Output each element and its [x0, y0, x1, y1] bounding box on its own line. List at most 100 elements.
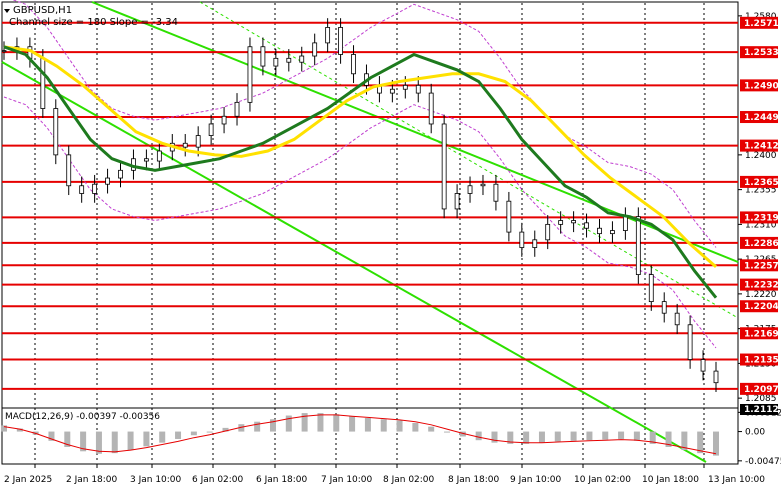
macd-bar: [570, 431, 577, 441]
candle-body: [338, 27, 343, 55]
macd-bar: [697, 431, 704, 454]
macd-bar: [127, 431, 134, 451]
candle-body: [234, 101, 240, 117]
macd-bar: [285, 415, 292, 432]
price-levels: [2, 21, 738, 390]
macd-bar: [16, 428, 23, 432]
channel-label: Channel size = 180 Slope = -3.34: [9, 17, 178, 28]
candle-body: [351, 54, 356, 75]
level-box: [740, 382, 778, 395]
candle-body: [687, 324, 693, 360]
macd-bar: [523, 431, 530, 444]
triangle-down-icon[interactable]: [4, 9, 10, 13]
x-tick-label: 9 Jan 10:00: [510, 475, 562, 485]
candle-body: [402, 84, 408, 90]
macd-bar: [1, 425, 7, 432]
candle-body: [532, 239, 538, 248]
symbol-label: GBPUSD,H1: [13, 5, 72, 16]
candle-body: [143, 158, 149, 162]
macd-y-tick-label: 0.00: [745, 428, 765, 438]
candle-body: [454, 193, 460, 210]
macd-bar: [538, 431, 545, 443]
macd-bar: [665, 431, 672, 447]
x-tick-label: 6 Jan 18:00: [256, 475, 308, 485]
level-label: 1.2286: [744, 239, 779, 249]
channel-mid-line: [199, 1, 739, 319]
candle-body: [312, 42, 318, 57]
level-box: [740, 16, 778, 29]
level-box: [740, 139, 778, 152]
level-label: 1.2257: [744, 261, 779, 271]
candle-body: [506, 200, 512, 233]
macd-panel: 0.003120.00-0.00475: [1, 408, 781, 467]
level-box: [740, 327, 778, 340]
bollinger-dn: [3, 96, 717, 349]
candle-body: [66, 154, 72, 187]
candle-body: [648, 274, 654, 303]
macd-bar: [459, 431, 466, 437]
current-price-box: [740, 404, 778, 415]
sma-slow-line: [3, 45, 717, 269]
macd-y-tick-label: -0.00475: [745, 457, 781, 467]
macd-bar: [633, 431, 640, 441]
level-box: [740, 211, 778, 224]
candle-body: [661, 301, 667, 314]
macd-bar: [554, 431, 561, 442]
candle-body: [571, 220, 576, 224]
macd-bar: [317, 413, 324, 432]
candle-body: [182, 142, 188, 148]
x-tick-label: 8 Jan 18:00: [448, 475, 500, 485]
x-tick-label: 8 Jan 02:00: [383, 475, 435, 485]
level-box: [740, 236, 778, 249]
level-label: 1.2169: [744, 329, 779, 339]
level-label: 1.2571: [744, 19, 779, 29]
level-label: 1.2097: [744, 385, 779, 395]
y-tick-label: 1.2310: [745, 220, 777, 230]
candle-body: [441, 123, 447, 210]
candle-body: [584, 222, 589, 229]
macd-bar: [444, 431, 451, 433]
macd-bar: [238, 424, 245, 432]
time-axis: 2 Jan 2025 2 Jan 18:00 3 Jan 10:00 6 Jan 02…: [4, 464, 765, 485]
level-label: 1.2490: [744, 81, 779, 91]
candle-body: [156, 150, 162, 162]
candle-body: [558, 220, 564, 225]
candle-body: [92, 183, 98, 194]
sma-fast-line: [3, 45, 718, 299]
macd-bar: [206, 431, 213, 433]
macd-bar: [507, 431, 514, 444]
candle-body: [700, 359, 706, 372]
candle-body: [545, 223, 551, 241]
price-series: [1, 18, 719, 392]
macd-bar: [364, 418, 371, 432]
candle-body: [118, 169, 123, 179]
level-labels: 1.25711.25331.24901.24491.24121.23651.23…: [740, 16, 779, 395]
level-box: [740, 278, 778, 291]
macd-bar: [111, 431, 118, 454]
macd-bar: [48, 431, 55, 441]
level-label: 1.2204: [744, 302, 779, 312]
macd-bar: [301, 413, 308, 432]
level-box: [740, 79, 778, 92]
macd-bar: [396, 420, 403, 432]
channel-upper-line: [91, 1, 739, 263]
candle-body: [519, 231, 525, 248]
macd-label: MACD(12,26,9) -0.00397 -0.00356: [5, 412, 160, 422]
y-tick-label: 1.2220: [745, 290, 777, 300]
candle-body: [195, 135, 201, 148]
candle-body: [247, 46, 253, 103]
candle-body: [597, 227, 602, 235]
candle-body: [674, 312, 680, 326]
level-box: [740, 111, 778, 124]
level-label: 1.2319: [744, 213, 779, 223]
macd-bar: [618, 431, 625, 439]
macd-bar: [475, 431, 482, 441]
macd-bar: [254, 421, 261, 432]
level-label: 1.2533: [744, 48, 779, 58]
macd-signal-line: [3, 414, 717, 455]
level-box: [740, 175, 778, 188]
candle-body: [389, 88, 395, 94]
candle-body: [325, 27, 331, 44]
